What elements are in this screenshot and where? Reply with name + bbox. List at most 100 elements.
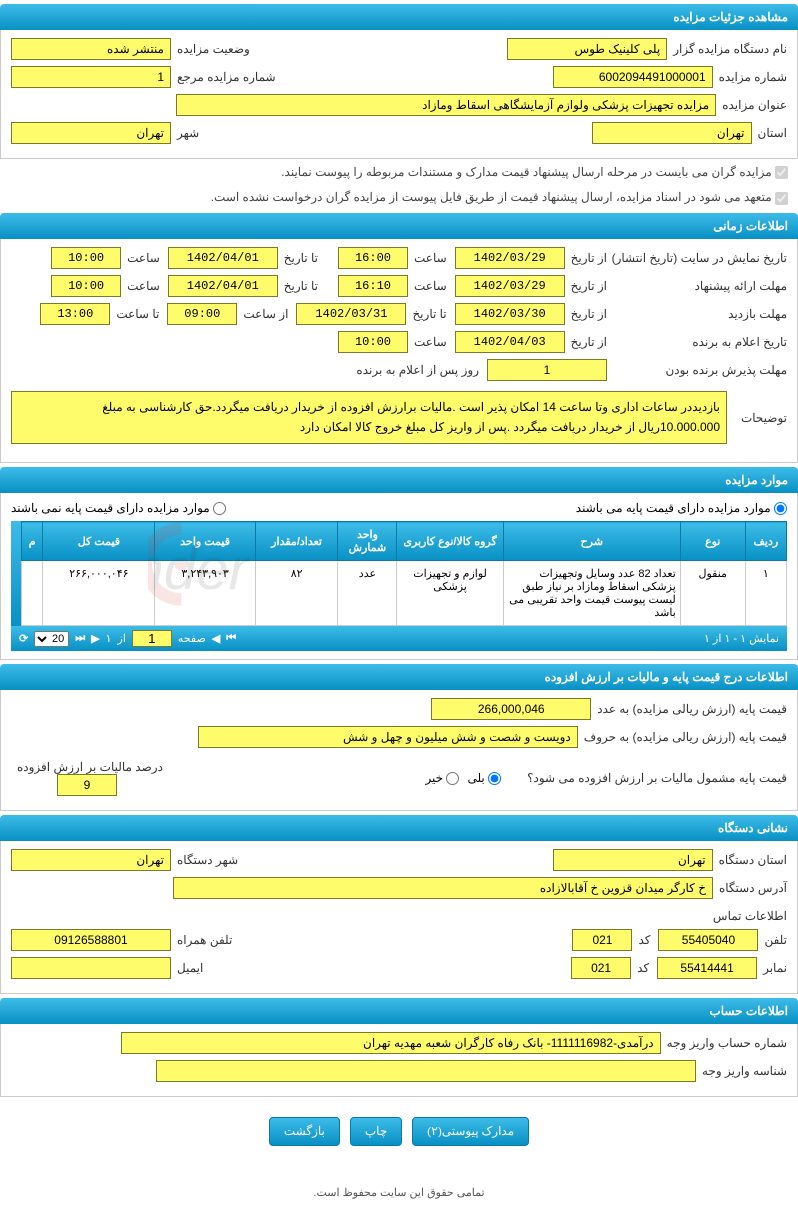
pager-page-input[interactable] — [132, 630, 172, 647]
radio-vat-no[interactable] — [446, 772, 459, 785]
val-fax: 55414441 — [657, 957, 757, 979]
lbl-accept: مهلت پذیرش برنده بودن — [607, 363, 787, 377]
lbl-code1: کد — [632, 933, 650, 947]
lbl-ref-no: شماره مزایده مرجع — [171, 70, 276, 84]
val-org-name: پلی کلینیک طوس — [507, 38, 667, 60]
val-offer-to-h: 10:00 — [51, 275, 121, 297]
pager-prev-icon[interactable]: ◀ — [212, 632, 220, 645]
attachments-button[interactable]: مدارک پیوستی(۲) — [412, 1117, 529, 1146]
val-org-prov: تهران — [553, 849, 713, 871]
td-extra — [22, 561, 43, 626]
lbl-from1: از تاریخ — [565, 251, 607, 265]
val-pub-from: 1402/03/29 — [455, 247, 565, 269]
radio-has-base[interactable] — [774, 502, 787, 515]
val-visit-from: 1402/03/30 — [455, 303, 565, 325]
lbl-org-name: نام دستگاه مزایده گزار — [667, 42, 787, 56]
lbl-notes: توضیحات — [727, 411, 787, 425]
lbl-from4: از تاریخ — [565, 335, 607, 349]
td-uprice: ۳,۲۴۳,۹۰۳ — [155, 561, 255, 626]
lbl-from3: از تاریخ — [565, 307, 607, 321]
lbl-th: تا ساعت — [110, 307, 159, 321]
lbl-fh: از ساعت — [237, 307, 288, 321]
lbl-h2: ساعت — [121, 251, 160, 265]
th-type: نوع — [680, 522, 745, 561]
lbl-announce: تاریخ اعلام به برنده — [607, 335, 787, 349]
lbl-base-num: قیمت پایه (ارزش ریالی مزایده) به عدد — [591, 702, 787, 716]
lbl-city: شهر — [171, 126, 199, 140]
pager-last-icon[interactable]: ⏮ — [226, 632, 236, 645]
lbl-address: آدرس دستگاه — [713, 881, 787, 895]
section-header-org: نشانی دستگاه — [0, 815, 798, 841]
lbl-org-city: شهر دستگاه — [171, 853, 238, 867]
lbl-mobile: تلفن همراه — [171, 933, 232, 947]
th-total: قیمت کل — [43, 522, 155, 561]
lbl-offer: مهلت ارائه پیشنهاد — [607, 279, 787, 293]
lbl-email: ایمیل — [171, 961, 203, 975]
val-notes: بازدیددر ساعات اداری وتا ساعت 14 امکان پ… — [11, 391, 727, 443]
back-button[interactable]: بازگشت — [269, 1117, 340, 1146]
lbl-code2: کد — [631, 961, 649, 975]
td-total: ۲۶۶,۰۰۰,۰۴۶ — [43, 561, 155, 626]
lbl-h5: ساعت — [408, 335, 447, 349]
radio-vat-no-wrap[interactable]: خیر — [425, 771, 459, 785]
txt-note2: متعهد می شود در اسناد مزایده، ارسال پیشن… — [211, 190, 772, 204]
section-header-details: مشاهده جزئیات مزایده — [0, 4, 798, 30]
pager-total: ۱ — [106, 632, 112, 645]
print-button[interactable]: چاپ — [350, 1117, 402, 1146]
lbl-payid: شناسه واریز وجه — [696, 1064, 787, 1078]
val-offer-from-h: 16:10 — [338, 275, 408, 297]
th-group: گروه کالا/نوع کاربری — [397, 522, 503, 561]
lbl-no-base: موارد مزایده دارای قیمت پایه نمی باشند — [11, 501, 210, 515]
lbl-title: عنوان مزایده — [716, 98, 787, 112]
lbl-visit: مهلت بازدید — [607, 307, 787, 321]
lbl-to2: تا تاریخ — [278, 279, 318, 293]
val-mobile: 09126588801 — [11, 929, 171, 951]
th-desc: شرح — [503, 522, 680, 561]
val-offer-from: 1402/03/29 — [455, 275, 565, 297]
txt-note1: مزایده گران می بایست در مرحله ارسال پیشن… — [281, 165, 771, 179]
chk-attach-docs — [775, 166, 788, 179]
val-phone-code: 021 — [572, 929, 632, 951]
val-announce-h: 10:00 — [338, 331, 408, 353]
pager-page-label: صفحه — [178, 632, 206, 645]
radio-vat-yes[interactable] — [488, 772, 501, 785]
val-offer-to: 1402/04/01 — [168, 275, 278, 297]
radio-vat-yes-wrap[interactable]: بلی — [467, 771, 501, 785]
radio-no-base[interactable] — [213, 502, 226, 515]
val-acct: درآمدی-1111116982- بانک رفاه کارگران شعب… — [121, 1032, 661, 1054]
val-ref-no: 1 — [11, 66, 171, 88]
lbl-acct: شماره حساب واریز وجه — [661, 1036, 787, 1050]
lbl-org-prov: استان دستگاه — [713, 853, 787, 867]
lbl-to1: تا تاریخ — [278, 251, 318, 265]
pager-size-select[interactable]: 20 — [34, 631, 69, 647]
val-visit-from-h: 09:00 — [167, 303, 237, 325]
pager-refresh-icon[interactable]: ⟳ — [19, 632, 28, 645]
td-idx: ۱ — [745, 561, 786, 626]
th-uprice: قیمت واحد — [155, 522, 255, 561]
val-status: منتشر شده — [11, 38, 171, 60]
lbl-h1: ساعت — [408, 251, 447, 265]
table-row: ۱ منقول تعداد 82 عدد وسایل وتجهیزات پزشک… — [22, 561, 787, 626]
radio-has-base-wrap[interactable]: موارد مزایده دارای قیمت پایه می باشند — [576, 501, 787, 515]
lbl-status: وضعیت مزایده — [171, 42, 250, 56]
val-phone: 55405040 — [658, 929, 758, 951]
lbl-vat-q: قیمت پایه مشمول مالیات بر ارزش افزوده می… — [521, 771, 787, 785]
lbl-pub-date: تاریخ نمایش در سایت (تاریخ انتشار) — [607, 251, 787, 265]
val-city: تهران — [11, 122, 171, 144]
lbl-fax: نمابر — [757, 961, 787, 975]
val-email — [11, 957, 171, 979]
chk-commitment — [775, 192, 788, 205]
lbl-province: استان — [752, 126, 787, 140]
section-header-account: اطلاعات حساب — [0, 998, 798, 1024]
val-fax-code: 021 — [571, 957, 631, 979]
val-base-num: 266,000,046 — [431, 698, 591, 720]
td-unit: عدد — [338, 561, 397, 626]
lbl-day-after: روز پس از اعلام به برنده — [350, 363, 479, 377]
lbl-h4: ساعت — [121, 279, 160, 293]
val-pub-from-h: 16:00 — [338, 247, 408, 269]
th-qty: تعداد/مقدار — [255, 522, 338, 561]
radio-no-base-wrap[interactable]: موارد مزایده دارای قیمت پایه نمی باشند — [11, 501, 226, 515]
pager-first-icon[interactable]: ⏭ — [75, 632, 85, 645]
pager-next-icon[interactable]: ▶ — [91, 632, 99, 645]
pager-of-label: از — [118, 632, 126, 645]
